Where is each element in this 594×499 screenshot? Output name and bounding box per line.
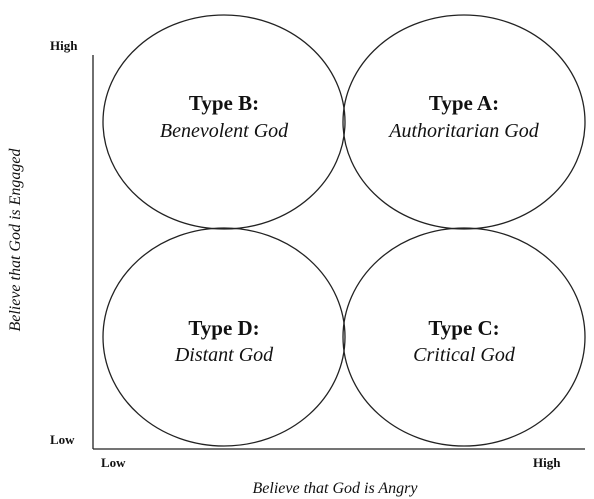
x-axis-title: Believe that God is Angry xyxy=(253,480,419,497)
y-axis-high-label: High xyxy=(50,38,78,53)
type-d-description: Distant God xyxy=(174,344,274,366)
type-b-circle xyxy=(102,14,346,230)
type-d-title: Type D: xyxy=(188,316,259,340)
type-a-circle xyxy=(342,14,586,230)
type-c-description: Critical God xyxy=(413,344,516,366)
type-b-title: Type B: xyxy=(189,91,259,115)
x-axis-low-label: Low xyxy=(101,455,126,470)
y-axis-title: Believe that God is Engaged xyxy=(7,147,24,331)
type-a-description: Authoritarian God xyxy=(387,120,539,142)
type-c-circle xyxy=(342,227,586,447)
x-axis-high-label: High xyxy=(533,455,561,470)
type-c-title: Type C: xyxy=(428,316,499,340)
type-a-title: Type A: xyxy=(429,91,499,115)
type-b-description: Benevolent God xyxy=(160,120,289,142)
type-d-circle xyxy=(102,227,346,447)
y-axis-low-label: Low xyxy=(50,432,75,447)
